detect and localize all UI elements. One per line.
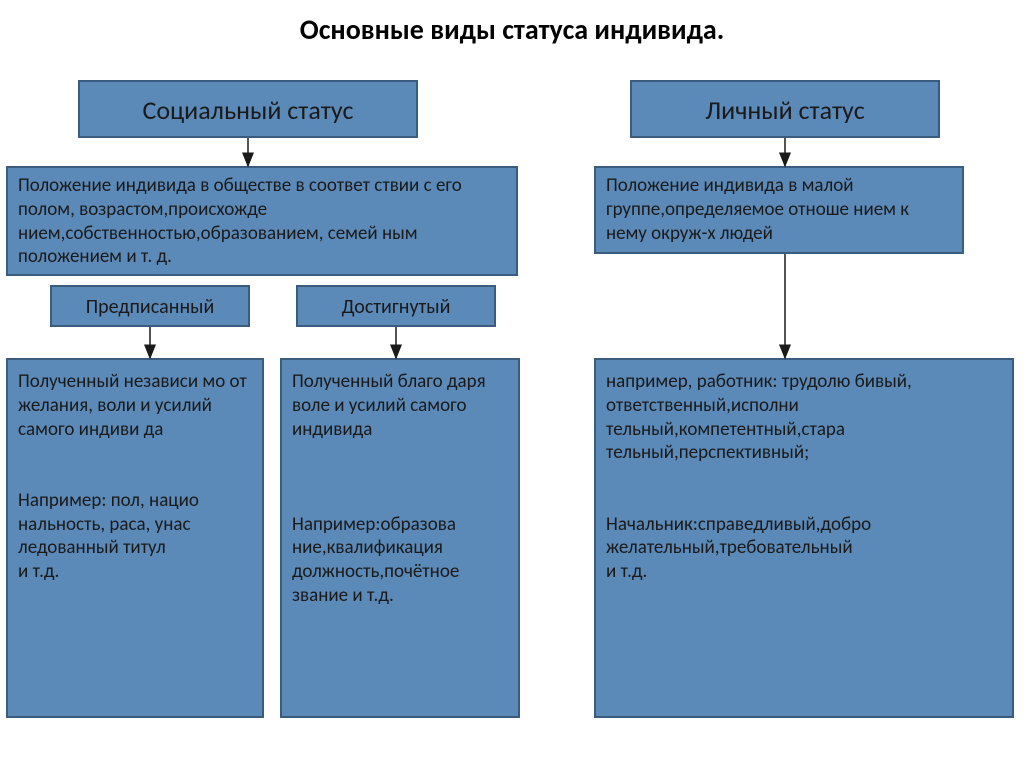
node-prescribed: Предписанный (50, 285, 250, 327)
node-personal_def: Положение индивида в малой группе,опреде… (594, 166, 964, 254)
node-social: Социальный статус (78, 80, 418, 138)
node-achieved: Достигнутый (296, 285, 496, 327)
diagram-title: Основные виды статуса индивида. (0, 12, 1024, 47)
node-achieved_detail: Полученный благо даря воле и усилий само… (280, 358, 520, 718)
node-social_def: Положение индивида в обществе в соответ … (6, 166, 518, 276)
node-personal: Личный статус (630, 80, 940, 138)
node-prescribed_detail: Полученный независи мо от желания, воли … (6, 358, 264, 718)
node-personal_detail: например, работник: трудолю бивый, ответ… (594, 358, 1014, 718)
